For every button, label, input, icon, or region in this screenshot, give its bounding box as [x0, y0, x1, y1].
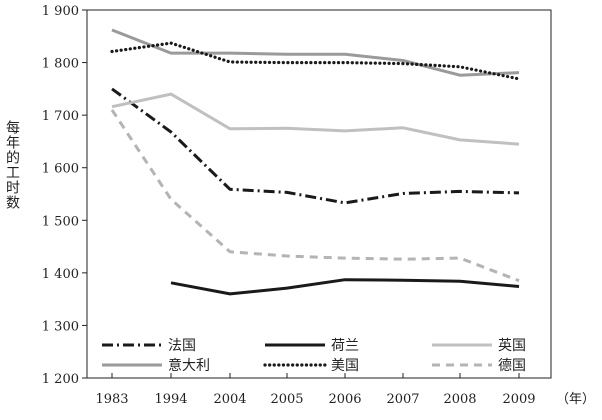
legend-label: 法国 [168, 338, 196, 354]
axes: 1 200 1 300 1 400 1 500 1 600 1 700 1 800 1 900… [42, 4, 552, 407]
legend-background [97, 333, 543, 373]
series-line-4 [111, 28, 520, 77]
y-tick-label: 1 200 [42, 372, 79, 387]
x-tick-label: 2009 [502, 392, 535, 407]
legend-label: 荷兰 [331, 338, 359, 354]
y-tick-label: 1 300 [42, 319, 79, 334]
y-tick-label: 1 800 [42, 57, 79, 72]
legend-label: 美国 [331, 358, 359, 374]
y-tick-label: 1 700 [42, 109, 79, 124]
plot-frame [86, 9, 552, 379]
series-line-1 [111, 87, 520, 205]
x-tick-label: 1983 [95, 392, 128, 407]
y-axis-title: 每年的工时数 [4, 120, 20, 210]
y-tick-label: 1 600 [42, 162, 79, 177]
legend-label: 意大利 [168, 357, 210, 374]
x-tick-label: 2006 [328, 392, 361, 407]
x-axis-unit: （年） [556, 392, 595, 407]
x-tick-label: 2007 [386, 392, 419, 407]
y-tick-label: 1 400 [42, 267, 79, 282]
x-tick-label: 2008 [443, 392, 476, 407]
y-axis-label: 每年的工时数 [4, 120, 20, 210]
legend-label: 英国 [498, 337, 526, 354]
x-tick-label: 2004 [213, 392, 246, 407]
legend-label: 德国 [498, 358, 526, 374]
y-tick-label: 1 500 [42, 214, 79, 229]
series-line-6 [110, 109, 520, 283]
series-line-5 [110, 41, 521, 81]
x-tick-label: 2005 [270, 392, 303, 407]
series-lines [110, 28, 521, 296]
series-line-2 [170, 278, 520, 296]
x-tick-label: 1994 [154, 392, 187, 407]
y-tick-label: 1 900 [42, 4, 79, 19]
series-line-3 [111, 92, 520, 146]
